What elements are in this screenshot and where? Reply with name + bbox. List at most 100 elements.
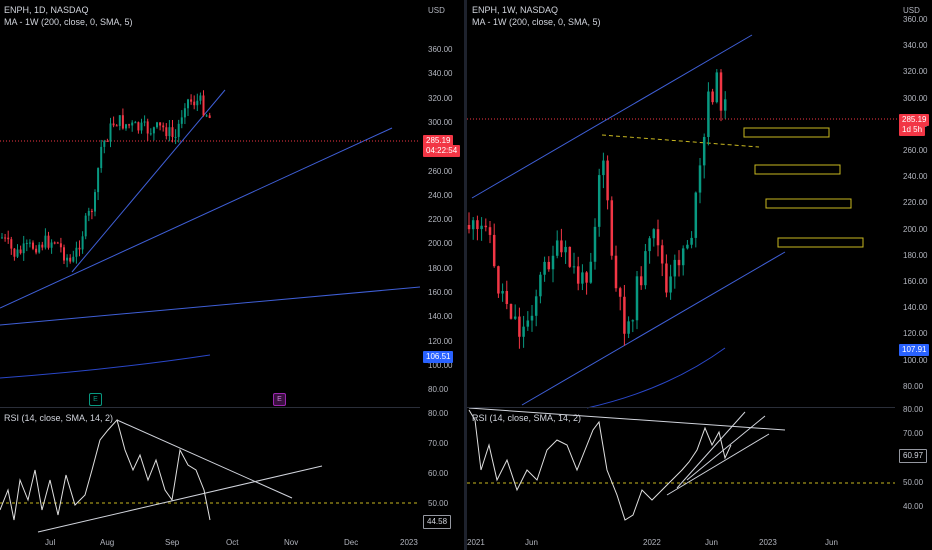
left-candle-body <box>87 210 90 216</box>
right-rsi-legend[interactable]: RSI (14, close, SMA, 14, 2) <box>472 413 582 423</box>
right-chart-pane[interactable]: ENPH, 1W, NASDAQ MA - 1W (200, close, 0,… <box>467 0 932 550</box>
right-ma-value-badge: 107.91 <box>899 344 930 356</box>
right-rsi-axis-label: 50.00 <box>903 477 924 487</box>
left-candle-body <box>193 101 196 106</box>
left-candle-body <box>10 239 13 249</box>
left-candle-body <box>165 127 168 137</box>
left-candle-body <box>109 123 112 142</box>
left-time-axis-label: Nov <box>284 538 299 547</box>
left-pane-separator[interactable] <box>0 407 420 408</box>
right-candle-body <box>660 245 664 264</box>
right-candle-body <box>543 261 546 275</box>
right-candle-body <box>560 240 563 253</box>
right-price-axis-label: 200.00 <box>903 224 928 234</box>
left-candle-body <box>50 242 53 248</box>
left-time-axis-label: Oct <box>226 538 239 547</box>
right-rsi-axis-label: 80.00 <box>903 405 924 414</box>
left-chart-pane[interactable]: ENPH, 1D, NASDAQ MA - 1W (200, close, 0,… <box>0 0 464 550</box>
left-rsi-axis-label: 80.00 <box>428 409 449 418</box>
right-candle-body <box>501 291 504 294</box>
right-rsi-line <box>468 409 732 521</box>
right-candle-body <box>602 160 605 176</box>
left-candle-body <box>41 244 44 248</box>
left-rsi-axis-label: 50.00 <box>428 499 449 508</box>
right-price-axis-label: 160.00 <box>903 277 928 286</box>
right-candle-body <box>505 291 509 304</box>
right-target-zone <box>777 237 864 248</box>
left-candle-body <box>90 210 93 212</box>
left-price-axis-label: 140.00 <box>428 312 453 322</box>
left-chart-canvas[interactable] <box>0 0 464 550</box>
right-candle-body <box>618 288 622 297</box>
left-candle-body <box>112 123 115 126</box>
right-rsi-support-steep <box>676 411 746 489</box>
left-price-axis-label: 100.00 <box>428 360 453 370</box>
left-time-axis-label: Jul <box>45 538 56 547</box>
pane-divider[interactable] <box>464 0 467 550</box>
right-candle-body <box>492 234 496 267</box>
left-price-axis-label: 340.00 <box>428 69 453 79</box>
left-candle-body <box>128 124 131 126</box>
right-candle-body <box>702 136 706 166</box>
right-candle-body <box>723 99 727 111</box>
right-candle-body <box>509 303 513 319</box>
right-target-zone <box>765 198 852 209</box>
right-candle-body <box>581 272 584 284</box>
right-chart-canvas[interactable] <box>467 0 932 550</box>
earnings-marker-icon[interactable]: E <box>89 393 102 406</box>
left-ma-legend[interactable]: MA - 1W (200, close, 0, SMA, 5) <box>4 17 133 27</box>
right-candle-body <box>476 220 479 230</box>
left-candle-body <box>78 247 81 250</box>
right-candle-body <box>681 248 685 266</box>
left-candle-body <box>180 117 183 124</box>
left-candle-body <box>47 235 50 248</box>
left-candle-body <box>174 136 177 138</box>
left-candle-body <box>81 236 84 250</box>
left-candle-body <box>25 243 28 245</box>
right-price-axis-label: 140.00 <box>903 303 928 313</box>
right-candle-body <box>576 266 580 284</box>
right-price-axis-label: 300.00 <box>903 93 928 103</box>
left-candle-body <box>44 235 47 248</box>
right-pane-separator[interactable] <box>467 407 895 408</box>
right-channel-bottom <box>521 251 786 406</box>
left-candle-body <box>190 99 193 102</box>
right-candle-body <box>648 238 651 252</box>
right-time-axis-label: Jun <box>525 538 538 547</box>
right-candle-body <box>551 255 555 270</box>
left-candle-body <box>75 247 78 257</box>
left-rsi-legend[interactable]: RSI (14, close, SMA, 14, 2) <box>4 413 114 423</box>
left-candle-body <box>56 242 59 244</box>
left-candle-body <box>38 244 41 253</box>
right-candle-body <box>526 320 530 327</box>
right-ma-legend[interactable]: MA - 1W (200, close, 0, SMA, 5) <box>472 17 601 27</box>
left-candle-body <box>152 127 155 134</box>
right-candle-body <box>707 91 710 137</box>
right-price-axis-label: 320.00 <box>903 67 928 77</box>
right-candle-body <box>534 296 538 316</box>
upcoming-earnings-marker-icon[interactable]: E <box>273 393 286 406</box>
left-time-axis-label: Aug <box>100 538 115 547</box>
right-candle-body <box>665 263 668 293</box>
right-symbol-title[interactable]: ENPH, 1W, NASDAQ <box>472 5 559 15</box>
left-candle-body <box>35 248 38 253</box>
left-candle-body <box>121 115 124 129</box>
right-candle-body <box>719 72 723 111</box>
left-candle-body <box>32 242 34 249</box>
left-time-axis-label: Dec <box>344 538 359 547</box>
left-candle-body <box>100 146 103 169</box>
right-candle-body <box>715 72 719 103</box>
left-price-axis-label: 220.00 <box>428 215 453 225</box>
left-last-price-badge: 285.19 <box>423 135 454 147</box>
right-candle-body <box>589 261 593 283</box>
left-rsi-support <box>37 465 323 533</box>
right-candle-body <box>488 227 492 235</box>
right-candle-body <box>530 315 534 321</box>
left-symbol-title[interactable]: ENPH, 1D, NASDAQ <box>4 5 89 15</box>
left-candle-body <box>66 257 69 261</box>
left-candle-body <box>28 242 31 244</box>
right-candle-body <box>555 240 559 256</box>
right-countdown-badge: 1d 5h <box>899 124 926 136</box>
right-candle-body <box>522 326 525 337</box>
right-ma-line <box>586 347 726 409</box>
